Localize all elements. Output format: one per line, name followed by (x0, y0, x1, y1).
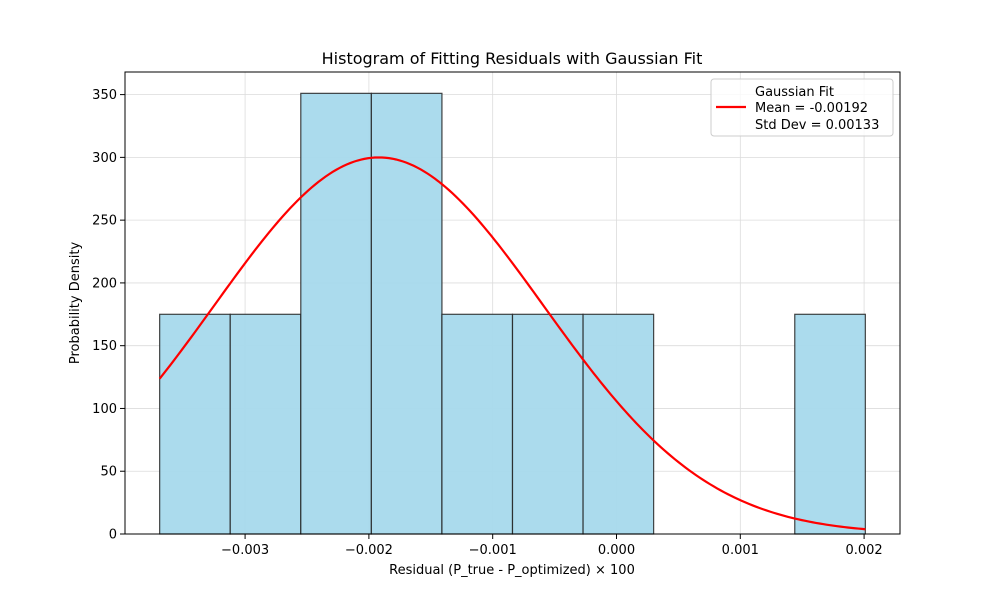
histogram-bar (370, 92, 443, 535)
histogram-bar (794, 313, 866, 535)
legend-box (710, 78, 894, 137)
y-tick-label: 250 (92, 214, 117, 229)
histogram-bar (441, 313, 514, 535)
histogram-bars (159, 92, 866, 535)
x-axis-ticks: −0.003 −0.002 −0.001 0.000 0.001 0.002 (221, 534, 883, 558)
legend-label-std: Std Dev = 0.00133 (755, 118, 879, 133)
x-tick-label: 0.002 (845, 543, 882, 558)
gaussian-fit-line (158, 156, 866, 531)
x-axis-label: Residual (P_true - P_optimized) × 100 (389, 563, 635, 578)
y-axis-ticks: 0 50 100 150 200 250 300 350 (92, 88, 125, 543)
y-tick-label: 100 (92, 402, 117, 417)
x-tick-label: −0.001 (469, 543, 517, 558)
x-tick-label: 0.000 (598, 543, 635, 558)
histogram-bar (582, 313, 655, 535)
legend-label-mean: Mean = -0.00192 (755, 101, 868, 116)
y-tick-label: 200 (92, 276, 117, 291)
histogram-bar (229, 313, 302, 535)
y-tick-label: 150 (92, 339, 117, 354)
legend-label-series: Gaussian Fit (755, 85, 834, 100)
plot-frame (124, 71, 901, 535)
y-tick-label: 350 (92, 88, 117, 103)
y-axis-label: Probability Density (68, 242, 83, 365)
chart-title: Histogram of Fitting Residuals with Gaus… (322, 49, 703, 68)
legend: Gaussian Fit Mean = -0.00192 Std Dev = 0… (710, 78, 894, 137)
y-tick-label: 0 (109, 528, 117, 543)
x-tick-label: −0.002 (345, 543, 393, 558)
histogram-bar (159, 313, 231, 535)
y-tick-label: 300 (92, 151, 117, 166)
y-tick-label: 50 (100, 465, 117, 480)
x-tick-label: 0.001 (722, 543, 759, 558)
x-tick-label: −0.003 (221, 543, 269, 558)
